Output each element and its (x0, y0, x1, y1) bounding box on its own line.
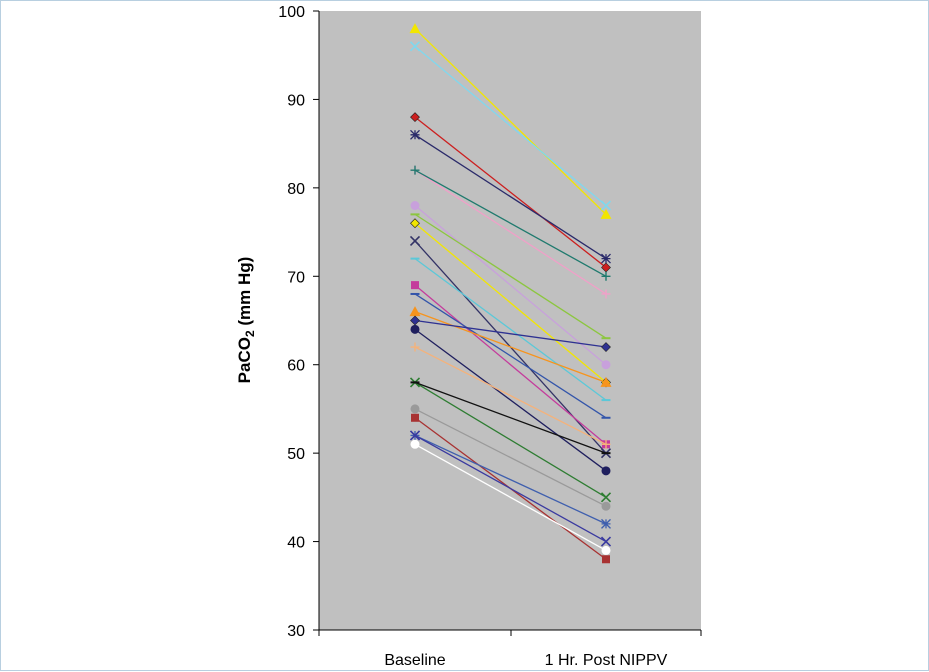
data-point-marker (601, 545, 611, 555)
y-axis-title: PaCO2 (mm Hg) (235, 257, 257, 384)
series-6 (410, 165, 611, 281)
series-line (414, 408, 607, 507)
data-point-marker (410, 218, 420, 229)
series-line (414, 169, 607, 295)
data-point-marker (601, 501, 611, 511)
series-line (414, 284, 607, 445)
series-16 (410, 324, 611, 476)
y-tick-label: 50 (287, 446, 305, 463)
data-point-marker (410, 129, 420, 140)
data-point-marker (409, 306, 421, 317)
data-point-marker (410, 404, 420, 414)
series-line (414, 213, 607, 339)
series-line (414, 28, 607, 215)
series-18 (409, 377, 612, 503)
y-axis-title-units: (mm Hg) (235, 257, 254, 331)
data-point-marker (410, 342, 420, 352)
series-line (414, 116, 607, 268)
series-4 (410, 129, 611, 264)
plot-area (319, 11, 701, 630)
series-line (414, 443, 607, 551)
data-point-marker (601, 289, 611, 299)
data-point-marker (602, 555, 610, 564)
y-tick-label: 70 (287, 269, 305, 286)
data-point-marker (601, 439, 611, 449)
series-2 (409, 41, 612, 211)
data-point-marker (409, 430, 421, 441)
data-point-marker (601, 466, 611, 476)
data-point-marker (410, 201, 420, 211)
series-line (414, 222, 607, 383)
series-line (414, 319, 607, 348)
y-tick-label: 60 (287, 358, 305, 375)
series-line (414, 45, 607, 207)
data-point-marker (600, 208, 612, 219)
series-15 (410, 315, 611, 352)
data-point-marker (409, 235, 421, 246)
series-8 (410, 213, 611, 340)
y-tick-label: 90 (287, 92, 305, 109)
data-point-marker (601, 342, 611, 352)
data-point-marker (600, 200, 612, 211)
series-14 (409, 306, 612, 387)
data-point-marker (600, 492, 612, 503)
y-tick-label: 40 (287, 535, 305, 552)
y-tick-label: 30 (287, 623, 305, 640)
data-point-marker (601, 253, 611, 264)
data-point-marker (410, 165, 420, 175)
data-point-marker (601, 518, 611, 529)
series-19 (410, 381, 611, 455)
data-point-marker (601, 360, 611, 370)
data-point-marker (410, 439, 420, 449)
axis-layer: 30 40 50 60 70 80 90 100 Baseline 1 Hr. Post NIPP… (278, 4, 702, 669)
x-tick-label: Baseline (384, 652, 445, 669)
series-23 (409, 430, 612, 547)
series-line (414, 328, 607, 472)
series-line (414, 293, 607, 419)
series-line (414, 434, 607, 543)
series-layer (409, 23, 612, 564)
data-point-marker (410, 112, 420, 123)
data-point-marker (601, 271, 611, 281)
series-17 (410, 342, 611, 449)
data-point-marker (411, 281, 419, 290)
series-line (414, 346, 607, 445)
series-line (414, 434, 607, 525)
series-20 (410, 404, 611, 511)
series-line (414, 169, 607, 277)
series-1 (409, 23, 612, 219)
y-axis-title-main: PaCO (235, 337, 254, 383)
data-point-marker (409, 23, 421, 34)
series-line (414, 258, 607, 401)
series-line (414, 134, 607, 260)
y-tick-label: 80 (287, 181, 305, 198)
data-point-marker (409, 41, 421, 52)
y-tick-label: 100 (278, 4, 305, 21)
data-point-marker (410, 324, 420, 334)
x-tick-label: 1 Hr. Post NIPPV (545, 652, 668, 669)
data-point-marker (411, 413, 419, 422)
series-line (414, 311, 607, 384)
series-line (414, 205, 607, 366)
data-point-marker (600, 376, 612, 387)
series-13 (410, 292, 611, 419)
series-24 (410, 439, 611, 555)
data-point-marker (600, 536, 612, 547)
y-axis-title-subscript: 2 (243, 330, 257, 337)
series-7 (410, 201, 611, 370)
series-11 (410, 257, 611, 402)
series-line (414, 381, 607, 498)
series-line (414, 381, 607, 454)
